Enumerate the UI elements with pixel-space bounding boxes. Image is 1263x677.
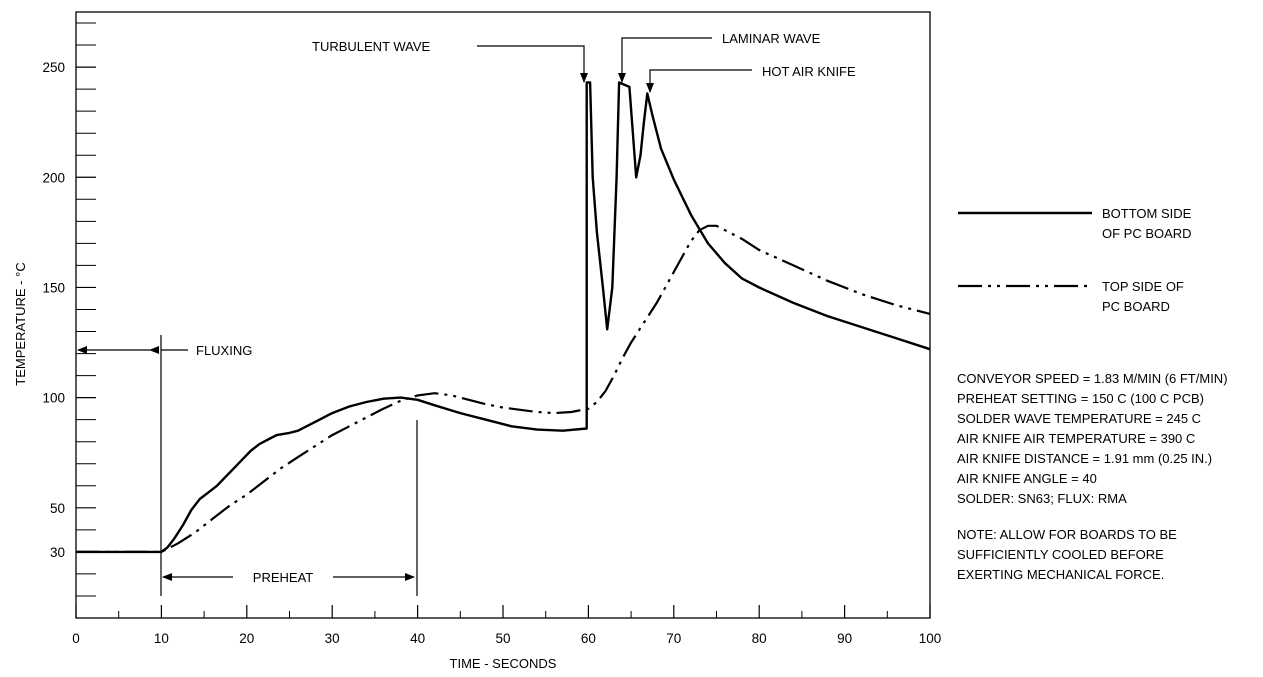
y-tick-label: 150 xyxy=(42,280,65,295)
x-tick-label: 90 xyxy=(837,631,852,646)
y-tick-label: 100 xyxy=(42,391,65,406)
legend: BOTTOM SIDE OF PC BOARD TOP SIDE OF PC B… xyxy=(958,206,1192,314)
fluxing-label: FLUXING xyxy=(196,343,252,358)
setting-air-knife-distance: AIR KNIFE DISTANCE = 1.91 mm (0.25 IN.) xyxy=(957,451,1212,466)
x-tick-label: 20 xyxy=(239,631,254,646)
hot-air-knife-label: HOT AIR KNIFE xyxy=(762,64,856,79)
note-line-2: SUFFICIENTLY COOLED BEFORE xyxy=(957,547,1164,562)
y-axis-title: TEMPERATURE - °C xyxy=(13,262,28,385)
series-line-top-side xyxy=(76,224,931,554)
laminar-wave-label: LAMINAR WAVE xyxy=(722,31,821,46)
setting-solder-wave-temp: SOLDER WAVE TEMPERATURE = 245 C xyxy=(957,411,1201,426)
legend-label-bottom-side-line2: OF PC BOARD xyxy=(1102,226,1192,241)
x-axis: 0 10 20 30 40 50 60 70 80 90 100 xyxy=(72,605,941,646)
x-tick-label: 10 xyxy=(154,631,169,646)
cooling-note: NOTE: ALLOW FOR BOARDS TO BE SUFFICIENTL… xyxy=(957,527,1177,582)
y-tick-label: 30 xyxy=(50,545,65,560)
legend-label-top-side-line1: TOP SIDE OF xyxy=(1102,279,1184,294)
setting-conveyor-speed: CONVEYOR SPEED = 1.83 M/MIN (6 FT/MIN) xyxy=(957,371,1228,386)
x-tick-label: 60 xyxy=(581,631,596,646)
y-tick-label: 200 xyxy=(42,170,65,185)
legend-label-bottom-side-line1: BOTTOM SIDE xyxy=(1102,206,1192,221)
process-settings: CONVEYOR SPEED = 1.83 M/MIN (6 FT/MIN) P… xyxy=(957,371,1228,506)
laminar-wave-arrow xyxy=(618,37,712,83)
turbulent-wave-label: TURBULENT WAVE xyxy=(312,39,431,54)
x-tick-label: 80 xyxy=(752,631,767,646)
setting-air-knife-temp: AIR KNIFE AIR TEMPERATURE = 390 C xyxy=(957,431,1195,446)
y-tick-label: 250 xyxy=(42,60,65,75)
y-axis: 30 50 100 150 200 250 xyxy=(42,60,96,560)
legend-label-top-side-line2: PC BOARD xyxy=(1102,299,1170,314)
x-tick-label: 40 xyxy=(410,631,425,646)
x-tick-label: 0 xyxy=(72,631,80,646)
setting-air-knife-angle: AIR KNIFE ANGLE = 40 xyxy=(957,471,1097,486)
note-line-1: NOTE: ALLOW FOR BOARDS TO BE xyxy=(957,527,1177,542)
setting-solder-flux: SOLDER: SN63; FLUX: RMA xyxy=(957,491,1127,506)
x-tick-label: 50 xyxy=(495,631,510,646)
minor-ticks xyxy=(76,22,888,618)
series-line-bottom-side xyxy=(76,81,931,554)
y-tick-label: 50 xyxy=(50,501,65,516)
x-axis-title: TIME - SECONDS xyxy=(450,656,557,671)
plot-frame xyxy=(75,11,931,619)
preheat-label: PREHEAT xyxy=(253,570,313,585)
x-tick-label: 100 xyxy=(919,631,942,646)
turbulent-wave-arrow xyxy=(477,45,588,83)
note-line-3: EXERTING MECHANICAL FORCE. xyxy=(957,567,1164,582)
x-tick-label: 70 xyxy=(666,631,681,646)
setting-preheat: PREHEAT SETTING = 150 C (100 C PCB) xyxy=(957,391,1204,406)
hot-air-knife-arrow xyxy=(646,69,752,93)
x-tick-label: 30 xyxy=(325,631,340,646)
